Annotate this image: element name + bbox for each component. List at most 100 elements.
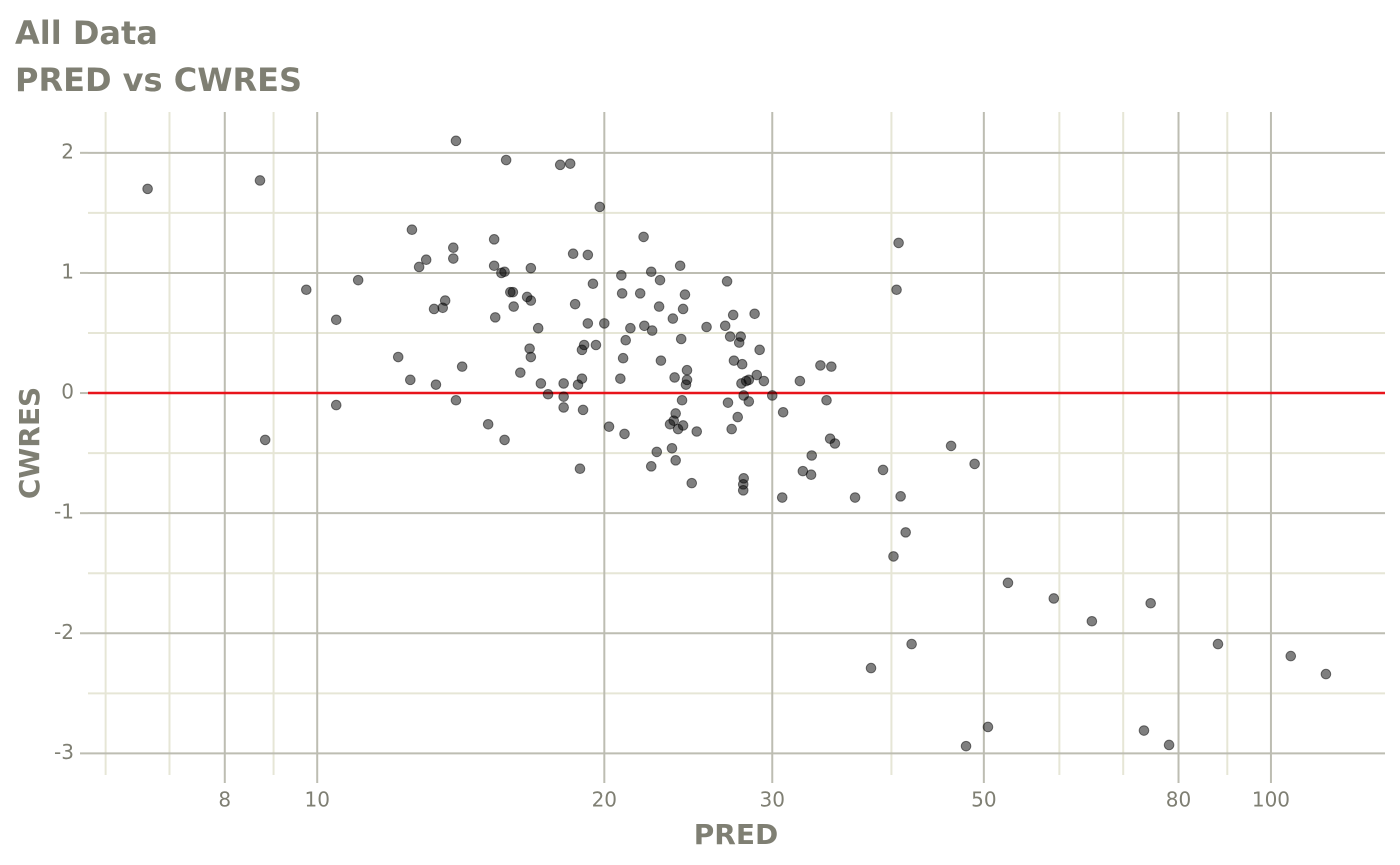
x-tick-label: 8 <box>218 788 231 812</box>
point <box>722 397 734 408</box>
point <box>900 527 911 538</box>
point <box>701 321 712 333</box>
point <box>895 491 906 502</box>
point <box>865 662 877 674</box>
point <box>564 158 576 169</box>
point <box>574 463 586 475</box>
point <box>554 159 566 171</box>
point <box>413 261 425 273</box>
x-tick-label: 20 <box>592 788 617 812</box>
point <box>392 351 404 363</box>
point <box>677 420 689 431</box>
point <box>330 314 342 326</box>
point <box>646 325 658 336</box>
point <box>815 360 826 371</box>
point <box>489 312 501 323</box>
point <box>599 318 610 329</box>
x-tick-label: 80 <box>1166 788 1191 812</box>
point <box>677 303 689 315</box>
point <box>482 418 494 430</box>
point <box>826 361 837 372</box>
y-tick-label: -1 <box>54 500 74 524</box>
point <box>499 434 510 446</box>
point <box>634 288 646 299</box>
point <box>893 237 904 249</box>
y-tick-label: 0 <box>61 380 74 404</box>
point <box>142 183 153 195</box>
point <box>532 322 544 334</box>
x-tick-label: 100 <box>1252 788 1290 812</box>
point <box>982 721 994 733</box>
point <box>749 308 760 320</box>
point <box>558 391 569 402</box>
point <box>666 443 678 454</box>
marks <box>88 135 1385 752</box>
point <box>794 375 806 387</box>
point <box>450 135 462 147</box>
point <box>488 234 500 245</box>
point <box>1163 739 1175 751</box>
point <box>645 461 657 472</box>
x-tick-label: 30 <box>760 788 785 812</box>
point <box>576 373 588 384</box>
point <box>1138 725 1150 736</box>
point <box>945 440 957 452</box>
point <box>758 375 770 387</box>
point <box>507 286 519 298</box>
grid <box>88 112 1385 775</box>
point <box>727 309 739 321</box>
point <box>558 378 569 389</box>
point <box>428 303 440 315</box>
point <box>508 301 519 312</box>
x-tick-label: 50 <box>971 788 996 812</box>
y-axis-title: CWRES <box>13 387 46 499</box>
point <box>1320 668 1332 680</box>
point <box>653 301 665 312</box>
point <box>669 372 680 383</box>
point <box>776 492 788 503</box>
point <box>1048 593 1060 604</box>
point <box>805 469 817 481</box>
point <box>766 390 778 401</box>
y-tick-label: 2 <box>61 139 74 163</box>
point <box>676 394 688 406</box>
point <box>829 438 841 449</box>
point <box>578 339 590 351</box>
point <box>751 369 763 381</box>
point <box>542 388 554 400</box>
point <box>569 298 581 310</box>
point <box>499 266 510 278</box>
point <box>1285 650 1297 662</box>
point <box>906 638 917 650</box>
ticks: 8 10 20 30 50 80 100 -3 -2 -1 0 1 2 <box>54 139 1290 811</box>
point <box>667 313 679 324</box>
x-axis-title: PRED <box>694 818 778 851</box>
point <box>1002 577 1014 589</box>
point <box>254 175 266 186</box>
point <box>456 361 468 372</box>
point <box>582 318 594 329</box>
point <box>655 355 667 366</box>
point <box>670 455 681 466</box>
point <box>738 473 749 484</box>
point <box>448 242 459 254</box>
point <box>1086 615 1098 627</box>
point <box>406 224 418 236</box>
point <box>654 274 666 286</box>
point <box>616 270 627 281</box>
point <box>525 295 537 306</box>
point <box>969 458 980 470</box>
point <box>674 260 686 272</box>
point <box>420 254 432 266</box>
point <box>405 374 416 386</box>
point <box>743 374 755 386</box>
point <box>615 373 626 384</box>
point <box>651 446 663 458</box>
point <box>301 284 312 296</box>
point <box>594 201 606 213</box>
point <box>603 421 615 432</box>
point <box>639 320 650 332</box>
point <box>558 402 569 413</box>
point <box>645 266 657 278</box>
point <box>577 404 589 416</box>
